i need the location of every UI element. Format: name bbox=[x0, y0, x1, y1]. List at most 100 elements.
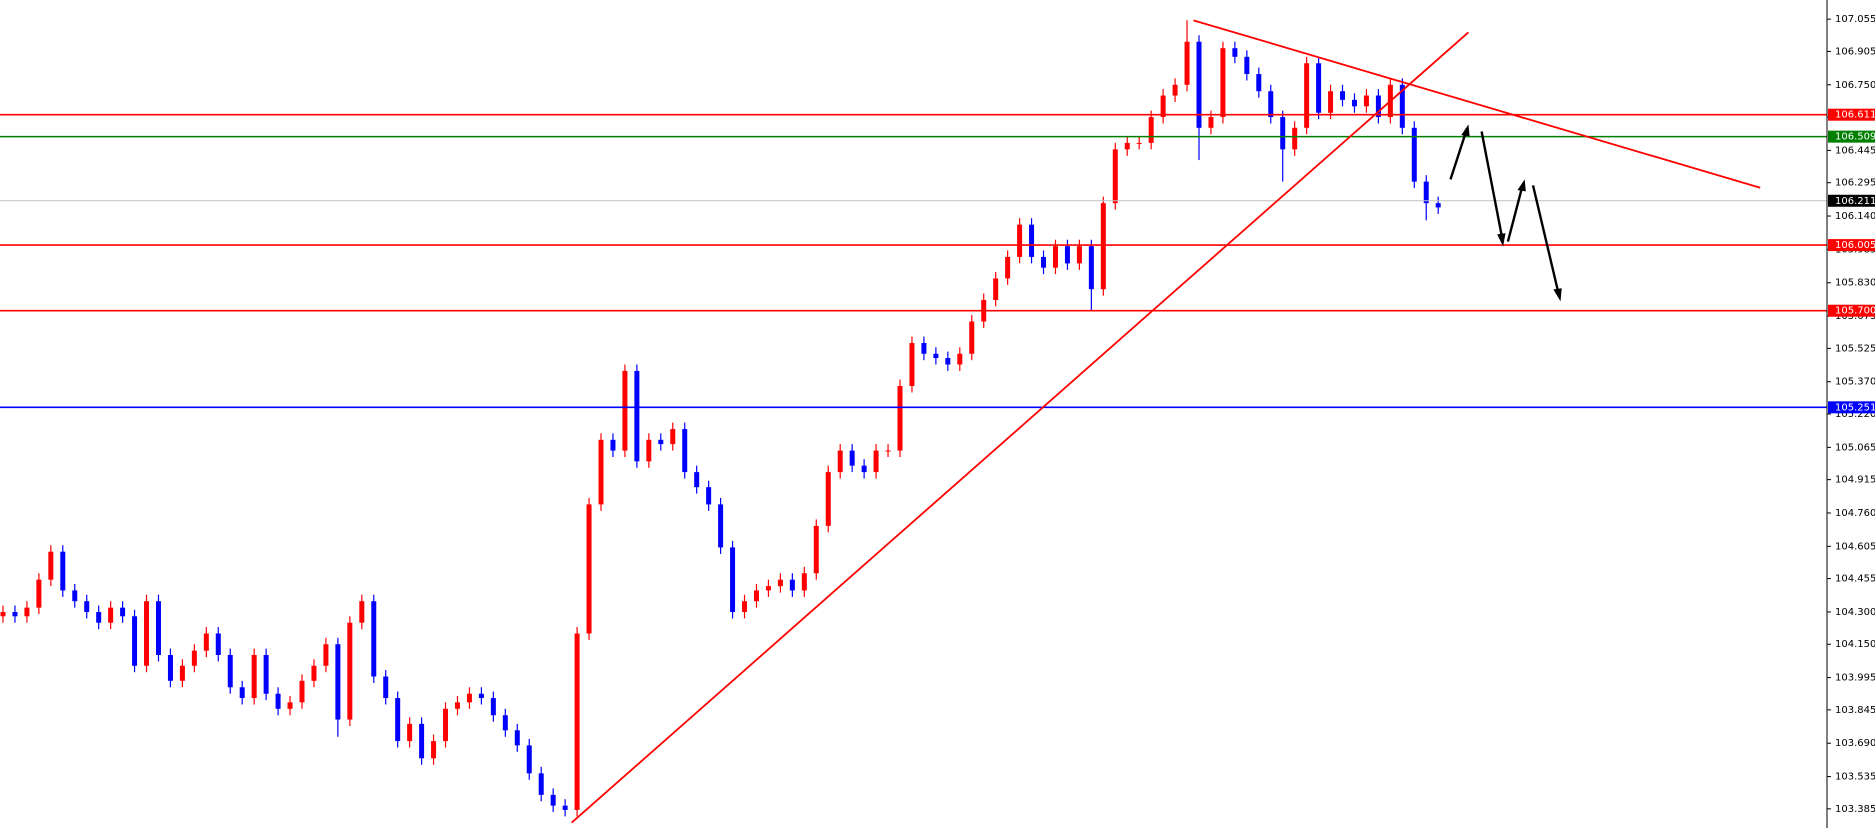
candle-body bbox=[179, 665, 185, 681]
levels bbox=[0, 113, 1827, 409]
candle-body bbox=[108, 607, 114, 623]
candle-body bbox=[730, 547, 736, 612]
trend-line bbox=[1193, 19, 1761, 189]
candle-body bbox=[694, 472, 700, 488]
projection-arrows bbox=[1449, 131, 1560, 293]
level-label-box bbox=[1828, 401, 1875, 414]
y-tick-label: 104.300 bbox=[1835, 607, 1875, 618]
candle-body bbox=[610, 439, 616, 451]
candle-body bbox=[718, 504, 724, 548]
y-tick-label: 106.905 bbox=[1835, 46, 1875, 57]
candle-body bbox=[335, 644, 341, 720]
candle-body bbox=[813, 525, 819, 574]
candle-body bbox=[598, 439, 604, 505]
candle-body bbox=[969, 321, 975, 354]
candle-body bbox=[431, 741, 437, 759]
candle-body bbox=[1435, 203, 1441, 208]
level-label: 106.611 bbox=[1835, 110, 1875, 121]
candle-body bbox=[1088, 246, 1094, 290]
candle-body bbox=[215, 633, 221, 655]
y-tick-label: 103.845 bbox=[1835, 705, 1875, 716]
candle-body bbox=[909, 342, 915, 387]
y-tick-label: 105.065 bbox=[1835, 442, 1875, 453]
candle-body bbox=[921, 342, 927, 354]
candle-body bbox=[885, 450, 891, 452]
candle-body bbox=[132, 616, 138, 666]
candle-body bbox=[550, 794, 556, 806]
candle-body bbox=[120, 607, 126, 617]
candles bbox=[0, 20, 1441, 817]
candle-body bbox=[1029, 224, 1035, 257]
y-tick-label: 103.535 bbox=[1835, 772, 1875, 783]
candle-body bbox=[670, 429, 676, 445]
candle-body bbox=[1328, 91, 1334, 113]
y-tick-label: 106.445 bbox=[1835, 145, 1875, 156]
candle-body bbox=[957, 353, 963, 365]
candle-body bbox=[1280, 117, 1286, 150]
candle-body bbox=[993, 278, 999, 300]
candle-body bbox=[1172, 84, 1178, 96]
candle-body bbox=[1160, 95, 1166, 118]
drawings bbox=[570, 19, 1761, 824]
candle-body bbox=[1316, 63, 1322, 113]
level-label: 106.509 bbox=[1835, 132, 1875, 143]
candle-body bbox=[72, 590, 78, 602]
candle-body bbox=[371, 601, 377, 677]
candle-body bbox=[191, 650, 197, 666]
candle-body bbox=[706, 487, 712, 505]
candle-body bbox=[1256, 74, 1262, 92]
candle-body bbox=[167, 654, 173, 681]
candle-body bbox=[478, 693, 484, 699]
level-label-box bbox=[1828, 130, 1875, 143]
candle-body bbox=[1375, 95, 1381, 118]
candle-body bbox=[1148, 117, 1154, 143]
candle-body bbox=[1136, 142, 1142, 144]
candle-body bbox=[682, 429, 688, 473]
candle-body bbox=[658, 439, 664, 445]
candle-body bbox=[1340, 91, 1346, 100]
candle-body bbox=[1292, 127, 1298, 150]
candle-body bbox=[490, 698, 496, 716]
candle-body bbox=[945, 358, 951, 365]
candle-body bbox=[251, 654, 257, 699]
y-tick-label: 107.055 bbox=[1835, 14, 1875, 25]
candle-body bbox=[526, 745, 532, 774]
candle-body bbox=[1268, 91, 1274, 118]
candle-body bbox=[1052, 246, 1058, 268]
candle-body bbox=[574, 633, 580, 810]
candle-body bbox=[299, 680, 305, 703]
candle-body bbox=[323, 644, 329, 666]
candle-body bbox=[1411, 127, 1417, 182]
candle-body bbox=[275, 693, 281, 709]
candle-body bbox=[1220, 48, 1226, 118]
candle-body bbox=[1017, 224, 1023, 257]
candle-body bbox=[1196, 41, 1202, 128]
candle-body bbox=[1399, 84, 1405, 128]
candle-body bbox=[383, 676, 389, 699]
candle-body bbox=[1184, 41, 1190, 85]
candle-body bbox=[239, 687, 245, 699]
candle-body bbox=[144, 601, 150, 666]
candle-body bbox=[777, 579, 783, 587]
candle-body bbox=[586, 504, 592, 634]
level-label: 106.005 bbox=[1835, 240, 1875, 251]
candle-body bbox=[1076, 246, 1082, 264]
candle-body bbox=[24, 607, 30, 617]
y-tick-label: 103.995 bbox=[1835, 673, 1875, 684]
candle-body bbox=[801, 573, 807, 591]
candle-body bbox=[873, 450, 879, 473]
arrow-heads bbox=[1461, 124, 1562, 302]
price-axis: 107.055106.905106.750106.600106.445106.2… bbox=[1826, 0, 1875, 828]
candle-body bbox=[96, 611, 102, 623]
candle-body bbox=[861, 465, 867, 473]
candle-body bbox=[419, 723, 425, 759]
y-tick-label: 105.370 bbox=[1835, 377, 1875, 388]
y-tick-label: 104.150 bbox=[1835, 639, 1875, 650]
candle-body bbox=[454, 702, 460, 709]
candle-body bbox=[466, 693, 472, 703]
candle-body bbox=[1041, 256, 1047, 268]
candle-body bbox=[1064, 246, 1070, 264]
candle-body bbox=[1351, 99, 1357, 107]
